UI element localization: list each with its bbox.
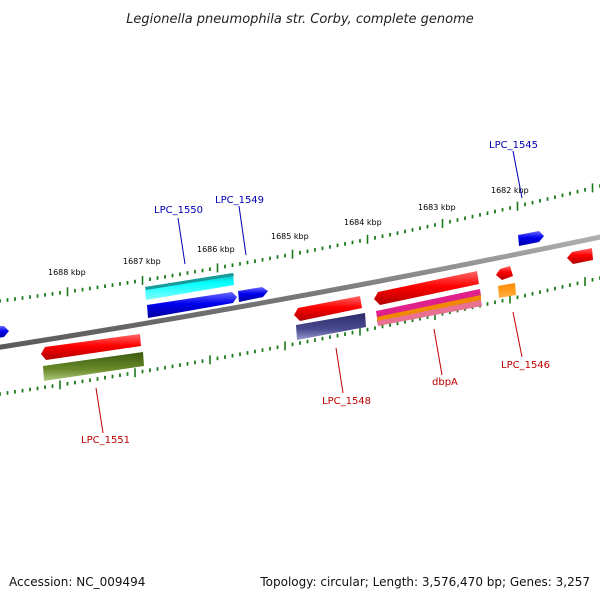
leader-line — [335, 347, 344, 394]
scale-label: 1686 kbp — [197, 245, 235, 254]
feature-blue-small[interactable] — [238, 287, 268, 302]
scale-label: 1685 kbp — [271, 232, 309, 241]
feature-purple[interactable] — [296, 313, 366, 340]
leader-line — [238, 205, 247, 256]
upper-scale-ticks — [0, 183, 600, 303]
feature-pink[interactable] — [377, 300, 482, 326]
feature-red[interactable] — [41, 334, 141, 360]
feature-blue-right[interactable] — [518, 231, 544, 246]
genome-backbone — [0, 234, 600, 350]
feature-red[interactable] — [294, 296, 362, 321]
feature-blue[interactable] — [147, 292, 237, 318]
gene-label[interactable]: dbpA — [432, 377, 458, 388]
leader-line — [95, 387, 104, 434]
accession-text: Accession: NC_009494 — [9, 575, 145, 589]
leader-line — [177, 217, 186, 265]
leader-line — [433, 328, 443, 376]
summary-text: Topology: circular; Length: 3,576,470 bp… — [259, 575, 590, 589]
feature-magenta[interactable] — [376, 289, 481, 318]
gene-label[interactable]: LPC_1550 — [154, 205, 203, 216]
feature-blue-edge[interactable] — [0, 326, 9, 338]
gene-label[interactable]: LPC_1545 — [489, 140, 538, 151]
gene-label[interactable]: LPC_1549 — [215, 195, 264, 206]
feature-orange-small[interactable] — [498, 283, 516, 298]
map-title: Legionella pneumophila str. Corby, compl… — [126, 12, 474, 27]
feature-red-small[interactable] — [496, 266, 513, 280]
feature-red[interactable] — [374, 271, 479, 305]
feature-red-edge[interactable] — [567, 248, 593, 264]
feature-cyan-shadow — [145, 273, 234, 290]
feature-orange[interactable] — [377, 295, 481, 322]
leader-line — [512, 150, 523, 199]
scale-label: 1683 kbp — [418, 203, 456, 212]
scale-label: 1684 kbp — [344, 218, 382, 227]
gene-label[interactable]: LPC_1548 — [322, 396, 371, 407]
gene-label[interactable]: LPC_1546 — [501, 360, 550, 371]
scale-label: 1687 kbp — [123, 257, 161, 266]
lower-scale-ticks — [0, 276, 600, 396]
leader-line — [512, 311, 523, 358]
scale-label: 1688 kbp — [48, 268, 86, 277]
gene-label[interactable]: LPC_1551 — [81, 435, 130, 446]
feature-cyan[interactable] — [145, 273, 234, 300]
scale-label: 1682 kbp — [491, 186, 529, 195]
feature-olive[interactable] — [43, 352, 144, 381]
